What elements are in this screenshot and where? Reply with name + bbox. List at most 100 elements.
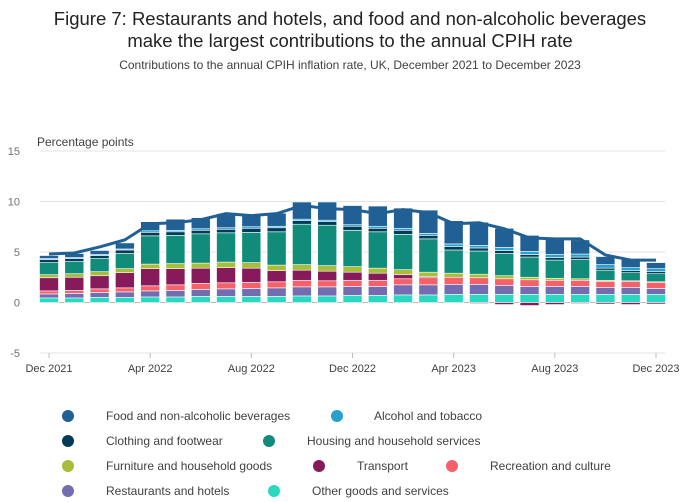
bar-segment <box>393 227 413 231</box>
bar-segment <box>165 290 186 298</box>
bar-segment <box>620 280 641 288</box>
bar-segment <box>140 263 160 269</box>
bar-segment <box>595 269 616 281</box>
bar-segment <box>646 288 666 295</box>
bar-segment <box>620 287 641 295</box>
bar-segment <box>393 207 413 229</box>
bar-segment <box>190 217 211 230</box>
bar-segment <box>443 220 464 245</box>
bar-segment <box>342 271 363 281</box>
bar-segment <box>367 227 388 233</box>
x-tick-label: Aug 2023 <box>531 363 578 375</box>
bar-segment <box>140 268 160 287</box>
bar-segment <box>39 297 59 303</box>
bar-segment <box>115 287 135 293</box>
bar-segment <box>620 267 641 271</box>
y-tick-label: 10 <box>8 197 20 209</box>
bar-segment <box>266 287 287 297</box>
bar-segment <box>595 280 616 288</box>
bar-segment <box>443 276 464 285</box>
bar-segment <box>292 264 312 271</box>
bar-segment <box>89 292 110 298</box>
bar-segment <box>241 262 262 269</box>
bar-segment <box>443 284 464 295</box>
bar-segment <box>418 294 439 303</box>
bar-segment <box>241 281 262 289</box>
bar-segment <box>216 296 236 303</box>
bar-segment <box>570 253 590 258</box>
bar-segment <box>519 294 540 303</box>
bar-segment <box>241 267 262 283</box>
bar-segment <box>570 256 590 260</box>
bar-segment <box>64 290 85 294</box>
bar-segment <box>519 276 540 281</box>
bar-segment <box>165 296 186 303</box>
bar-segment <box>190 283 211 290</box>
bar-segment <box>190 267 211 284</box>
bar-segment <box>190 229 211 235</box>
bar-segment <box>89 258 110 272</box>
axes: -5 0 5 10 15 Percentage points Dec 2021 Apr 202… <box>8 135 680 375</box>
bar-segment <box>418 238 439 273</box>
bar-segment <box>494 294 515 303</box>
chart-subtitle: Contributions to the annual CPIH inflati… <box>119 58 581 72</box>
bar-segment <box>115 268 135 274</box>
bar-segment <box>545 286 565 295</box>
bar-segment <box>646 273 666 283</box>
bar-segment <box>418 271 439 278</box>
bar-segment <box>39 262 59 276</box>
bar-segment <box>292 295 312 303</box>
bar-segment <box>443 249 464 274</box>
bar-segment <box>519 254 540 258</box>
bar-segment <box>64 258 85 262</box>
legend-swatch <box>62 485 74 497</box>
bar-segment <box>646 302 666 305</box>
bar-segment <box>190 233 211 264</box>
bar-segment <box>367 295 388 303</box>
bar-segment <box>266 264 287 271</box>
bar-segment <box>241 232 262 263</box>
legend-swatch <box>446 460 458 472</box>
bar-segment <box>519 251 540 255</box>
bar-segment <box>241 227 262 233</box>
bar-segment <box>216 282 236 290</box>
bar-segment <box>216 288 236 297</box>
bar-segment <box>418 235 439 240</box>
bar-segment <box>317 201 338 221</box>
bar-segment <box>570 259 590 280</box>
bar-segment <box>545 279 565 287</box>
bar-segment <box>115 253 135 269</box>
bar-segment <box>620 272 641 282</box>
bar-segment <box>418 277 439 286</box>
y-tick-label: 0 <box>14 298 20 310</box>
legend-swatch <box>313 460 325 472</box>
bar-segment <box>570 302 590 304</box>
bar-segment <box>646 262 666 269</box>
bar-segment <box>393 284 413 296</box>
bar-segment <box>545 294 565 303</box>
bar-segment <box>115 297 135 303</box>
bar-segment <box>292 286 312 297</box>
bar-segment <box>342 266 363 273</box>
bar-segment <box>367 272 388 281</box>
legend-label: Recreation and culture <box>490 459 611 473</box>
bar-segment <box>595 264 616 269</box>
bar-segment <box>595 302 616 305</box>
bar-segment <box>190 296 211 303</box>
bar-segment <box>190 289 211 297</box>
chart-title-line-1: Figure 7: Restaurants and hotels, and fo… <box>53 8 647 29</box>
bar-segment <box>216 261 236 268</box>
bar-segment <box>216 232 236 263</box>
bar-segment <box>595 267 616 271</box>
bar-segment <box>317 224 338 266</box>
bar-segment <box>140 235 160 265</box>
legend-swatch <box>62 460 74 472</box>
cpih-line <box>48 204 656 262</box>
bar-segment <box>266 270 287 283</box>
bar-segment <box>115 272 135 289</box>
bar-segment <box>519 256 540 278</box>
bar-segment <box>595 287 616 295</box>
x-tick-label: Apr 2022 <box>128 363 173 375</box>
bar-segment <box>494 278 515 286</box>
legend-swatch <box>268 485 280 497</box>
